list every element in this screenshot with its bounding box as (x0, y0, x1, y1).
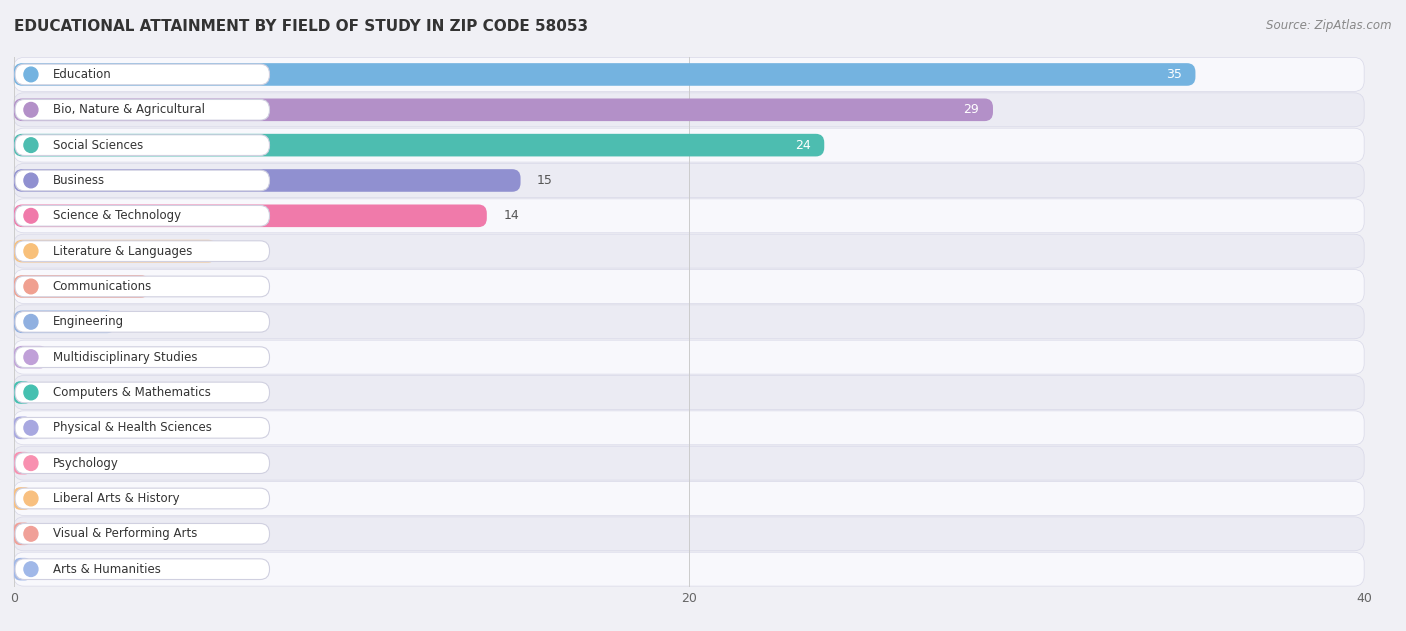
FancyBboxPatch shape (14, 234, 1364, 268)
Text: Arts & Humanities: Arts & Humanities (53, 563, 160, 575)
Text: Communications: Communications (53, 280, 152, 293)
FancyBboxPatch shape (15, 135, 270, 155)
FancyBboxPatch shape (14, 275, 149, 298)
Text: Bio, Nature & Agricultural: Bio, Nature & Agricultural (53, 103, 205, 116)
FancyBboxPatch shape (14, 310, 115, 333)
Circle shape (24, 491, 38, 506)
FancyBboxPatch shape (14, 93, 1364, 127)
Circle shape (24, 526, 38, 541)
Text: Science & Technology: Science & Technology (53, 209, 181, 222)
Circle shape (24, 350, 38, 365)
FancyBboxPatch shape (14, 128, 1364, 162)
Text: Multidisciplinary Studies: Multidisciplinary Studies (53, 351, 197, 363)
FancyBboxPatch shape (14, 452, 31, 475)
Text: Engineering: Engineering (53, 316, 124, 328)
FancyBboxPatch shape (14, 522, 31, 545)
Circle shape (24, 244, 38, 259)
FancyBboxPatch shape (14, 98, 993, 121)
FancyBboxPatch shape (15, 453, 270, 473)
FancyBboxPatch shape (14, 346, 48, 369)
Circle shape (24, 67, 38, 82)
FancyBboxPatch shape (14, 381, 31, 404)
Text: 15: 15 (537, 174, 553, 187)
Text: 0: 0 (41, 528, 49, 540)
FancyBboxPatch shape (15, 418, 270, 438)
Circle shape (24, 385, 38, 400)
FancyBboxPatch shape (14, 411, 1364, 445)
Text: Source: ZipAtlas.com: Source: ZipAtlas.com (1267, 19, 1392, 32)
Text: Psychology: Psychology (53, 457, 118, 469)
Text: EDUCATIONAL ATTAINMENT BY FIELD OF STUDY IN ZIP CODE 58053: EDUCATIONAL ATTAINMENT BY FIELD OF STUDY… (14, 19, 588, 34)
FancyBboxPatch shape (15, 312, 270, 332)
FancyBboxPatch shape (15, 170, 270, 191)
FancyBboxPatch shape (14, 269, 1364, 304)
Text: 14: 14 (503, 209, 519, 222)
Circle shape (24, 138, 38, 153)
Text: 35: 35 (1166, 68, 1181, 81)
Text: Education: Education (53, 68, 111, 81)
Circle shape (24, 562, 38, 577)
FancyBboxPatch shape (14, 446, 1364, 480)
FancyBboxPatch shape (14, 558, 31, 581)
FancyBboxPatch shape (14, 416, 31, 439)
FancyBboxPatch shape (15, 382, 270, 403)
Circle shape (24, 420, 38, 435)
FancyBboxPatch shape (15, 276, 270, 297)
Text: 24: 24 (794, 139, 810, 151)
FancyBboxPatch shape (15, 100, 270, 120)
Text: Physical & Health Sciences: Physical & Health Sciences (53, 422, 212, 434)
FancyBboxPatch shape (14, 204, 486, 227)
Text: Business: Business (53, 174, 105, 187)
Circle shape (24, 456, 38, 471)
FancyBboxPatch shape (14, 169, 520, 192)
FancyBboxPatch shape (14, 57, 1364, 91)
FancyBboxPatch shape (15, 64, 270, 85)
FancyBboxPatch shape (14, 240, 217, 262)
FancyBboxPatch shape (14, 517, 1364, 551)
Text: 3: 3 (132, 316, 141, 328)
Text: Computers & Mathematics: Computers & Mathematics (53, 386, 211, 399)
Text: 6: 6 (233, 245, 242, 257)
FancyBboxPatch shape (14, 340, 1364, 374)
FancyBboxPatch shape (14, 481, 1364, 516)
Text: 29: 29 (963, 103, 979, 116)
FancyBboxPatch shape (14, 163, 1364, 198)
Circle shape (24, 279, 38, 294)
Text: 1: 1 (65, 351, 73, 363)
Text: 4: 4 (166, 280, 174, 293)
FancyBboxPatch shape (15, 524, 270, 544)
FancyBboxPatch shape (14, 487, 31, 510)
FancyBboxPatch shape (14, 63, 1195, 86)
FancyBboxPatch shape (15, 559, 270, 579)
Text: 0: 0 (41, 422, 49, 434)
FancyBboxPatch shape (14, 552, 1364, 586)
Circle shape (24, 102, 38, 117)
Circle shape (24, 173, 38, 188)
FancyBboxPatch shape (14, 199, 1364, 233)
FancyBboxPatch shape (15, 347, 270, 367)
Text: 0: 0 (41, 386, 49, 399)
FancyBboxPatch shape (15, 488, 270, 509)
FancyBboxPatch shape (15, 206, 270, 226)
Text: Literature & Languages: Literature & Languages (53, 245, 193, 257)
Text: Visual & Performing Arts: Visual & Performing Arts (53, 528, 197, 540)
Text: Liberal Arts & History: Liberal Arts & History (53, 492, 180, 505)
FancyBboxPatch shape (14, 134, 824, 156)
FancyBboxPatch shape (14, 375, 1364, 410)
Text: 0: 0 (41, 457, 49, 469)
Circle shape (24, 208, 38, 223)
Text: 0: 0 (41, 563, 49, 575)
Circle shape (24, 314, 38, 329)
Text: 0: 0 (41, 492, 49, 505)
FancyBboxPatch shape (14, 305, 1364, 339)
FancyBboxPatch shape (15, 241, 270, 261)
Text: Social Sciences: Social Sciences (53, 139, 143, 151)
